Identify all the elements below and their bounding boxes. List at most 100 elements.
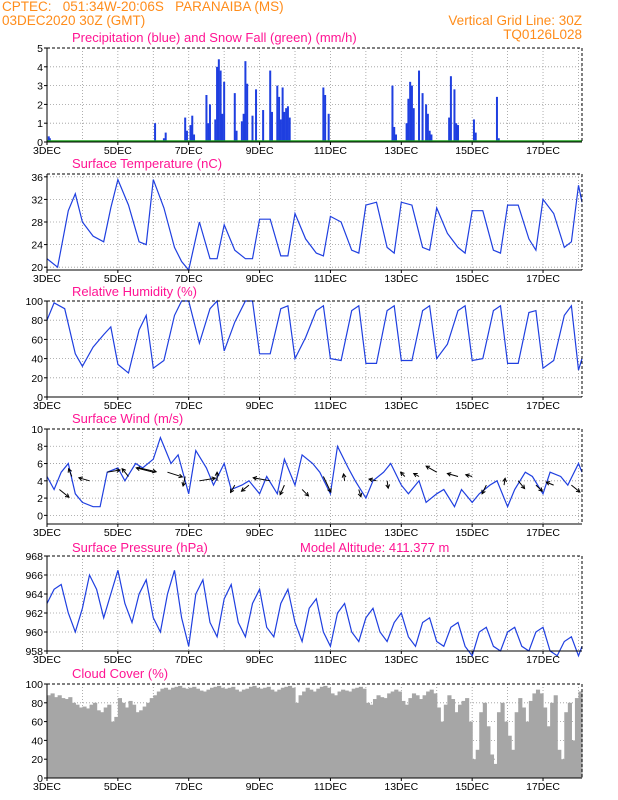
wind-arrow-head (575, 488, 581, 493)
x-tick-label: 17DEC (526, 273, 560, 285)
cloud-bar (209, 687, 215, 778)
cloud-bar (199, 690, 204, 778)
cloud-bar (124, 707, 130, 778)
cloud-bar (333, 695, 339, 778)
cloud-bar (202, 691, 208, 778)
cloud-bar (82, 706, 87, 778)
precip-bar (207, 123, 210, 142)
precip-bar (421, 93, 424, 142)
y-tick-label: 0 (37, 510, 43, 522)
x-tick-label: 5DEC (104, 145, 132, 157)
cloud-bar (411, 693, 417, 778)
precip-bar (456, 125, 459, 142)
wind-arrow-shaft (447, 472, 459, 477)
y-tick-label: 32 (31, 194, 43, 206)
cloud-bar (117, 698, 123, 778)
x-tick-label: 3DEC (33, 145, 61, 157)
precip-bar (407, 98, 410, 142)
cloud-bar (567, 702, 572, 778)
x-tick-label: 15DEC (455, 781, 489, 793)
wind-arrow-shaft (59, 489, 70, 498)
wind-arrow-shaft (358, 489, 362, 497)
y-tick-label: 20 (31, 262, 43, 274)
precip-bar (162, 138, 165, 142)
y-tick-label: 24 (31, 240, 43, 252)
precip-bar (216, 66, 219, 142)
precip-bar (240, 121, 243, 142)
cloud-bar (103, 707, 108, 778)
precip-bar (221, 113, 224, 142)
y-tick-label: 10 (31, 424, 43, 436)
x-tick-label: 9DEC (246, 527, 274, 539)
cloud-bar (298, 695, 303, 778)
cloud-bar (309, 689, 314, 778)
wind-arrow-shaft (241, 484, 250, 492)
precip-bar (285, 108, 288, 142)
cloud-bar (387, 693, 392, 778)
cloud-bar (238, 691, 243, 778)
panel-pressure: 958 960 962 964 966 968 3DEC 5DEC 7DEC 9DEC 11DEC 1… (25, 551, 583, 666)
x-tick-label: 13DEC (384, 654, 418, 666)
x-tick-label: 7DEC (175, 654, 203, 666)
cloud-bar (362, 688, 367, 778)
y-tick-label: 958 (25, 646, 43, 658)
cloud-bar (291, 687, 296, 778)
x-tick-label: 5DEC (104, 654, 132, 666)
cloud-bar (167, 689, 172, 778)
x-tick-label: 7DEC (175, 273, 203, 285)
cloud-bar (142, 706, 147, 778)
cloud-bar (546, 726, 551, 778)
cloud-bar (433, 693, 438, 778)
wind-arrow (464, 473, 473, 478)
wind-arrow-head (425, 465, 431, 470)
x-tick-label: 13DEC (384, 273, 418, 285)
x-tick-label: 11DEC (314, 273, 347, 285)
wind-arrow-head (152, 468, 158, 474)
cloud-bar (518, 698, 523, 778)
wind-arrow (368, 477, 377, 483)
y-tick-label: 2 (37, 493, 43, 505)
y-tick-label: 8 (37, 441, 43, 453)
wind-arrow-shaft (199, 477, 216, 482)
precip-bar (453, 89, 456, 142)
wind-arrow-head (211, 476, 217, 482)
cloud-bar (217, 685, 222, 778)
wind-arrow-shaft (571, 484, 581, 493)
cloud-bar (61, 698, 66, 778)
wind-arrow-shaft (182, 476, 186, 487)
cloud-bar (358, 686, 363, 778)
cloud-bar (302, 691, 307, 778)
wind-arrow-head (327, 488, 332, 493)
cloud-bar (75, 704, 80, 778)
y-tick-label: 20 (31, 373, 43, 385)
cloud-bar (78, 707, 84, 778)
y-tick-label: 40 (31, 735, 43, 747)
cloud-bar (85, 708, 91, 778)
panel-precip: 0 1 2 3 4 5 3DEC 5DEC 7DEC 9DEC 11DEC 13DEC 15DEC 17D… (33, 43, 583, 157)
precip-bar (283, 111, 286, 142)
wind-arrow (121, 467, 129, 477)
wind-arrow-head (357, 492, 363, 498)
cloud-bar (270, 689, 275, 778)
precip-bar (288, 117, 291, 142)
x-tick-label: 13DEC (384, 781, 418, 793)
y-tick-label: 1 (37, 118, 43, 130)
cloud-bar (450, 699, 456, 778)
y-tick-label: 3 (37, 81, 43, 93)
wind-arrow-shaft (465, 474, 473, 477)
precip-bar (281, 87, 284, 142)
wind-arrow-shaft (107, 469, 121, 473)
cloud-bar (231, 686, 236, 778)
precip-bar (391, 85, 394, 142)
wind-arrow-head (399, 471, 405, 477)
cloud-bar (96, 710, 101, 778)
wind-arrow-head (446, 472, 452, 477)
wind-arrow-shaft (322, 476, 332, 493)
cloud-bar (100, 712, 105, 778)
cloud-bar (171, 687, 176, 778)
wind-arrow (535, 484, 544, 492)
wind-arrow (107, 468, 122, 473)
x-tick-label: 13DEC (384, 527, 418, 539)
cloud-bar (426, 691, 431, 778)
wind-arrow-head (67, 467, 73, 473)
